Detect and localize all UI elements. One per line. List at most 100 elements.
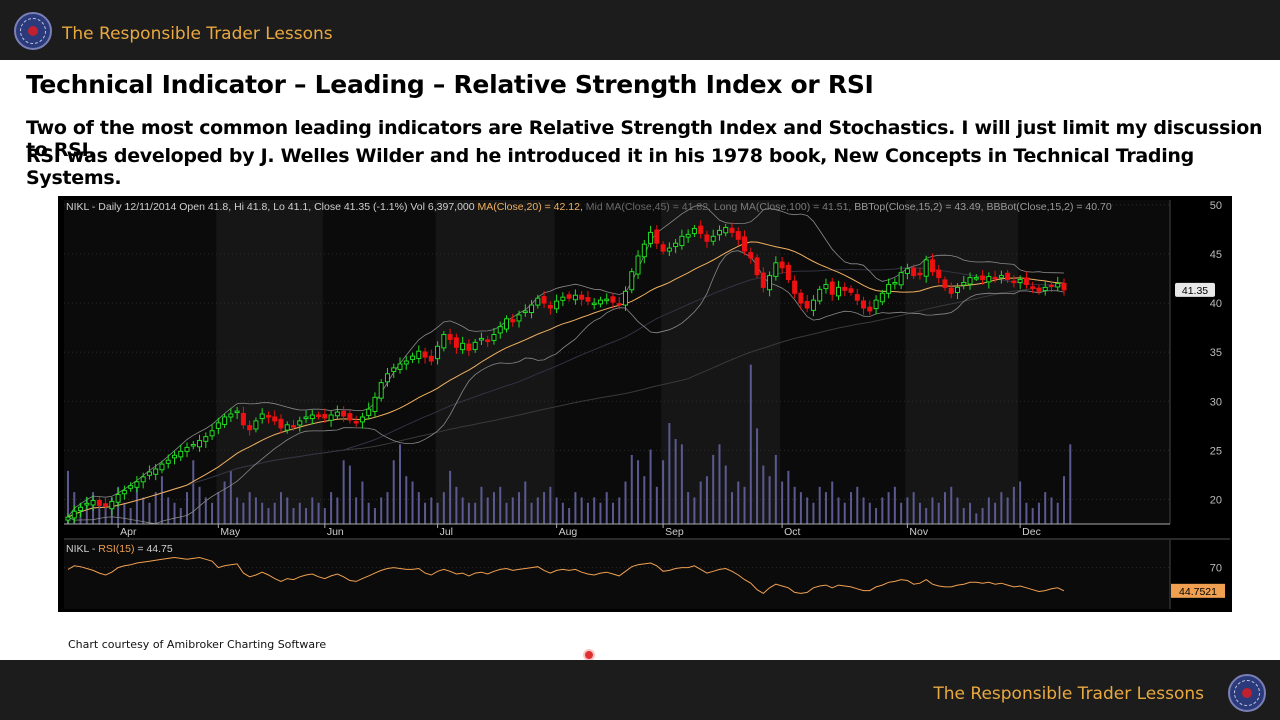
volume-bar bbox=[1031, 508, 1034, 524]
volume-bar bbox=[292, 508, 295, 524]
candle-up bbox=[767, 275, 773, 291]
volume-bar bbox=[887, 492, 890, 524]
volume-bar bbox=[1037, 502, 1040, 524]
volume-bar bbox=[881, 497, 884, 524]
price-header-part: BBTop(Close,15,2) = 43.49, bbox=[854, 201, 986, 213]
candle-up bbox=[165, 459, 171, 464]
volume-bar bbox=[561, 502, 564, 524]
candle-down bbox=[742, 236, 748, 252]
rsi-title: NIKL - RSI(15) = 44.75 bbox=[66, 543, 173, 555]
volume-bar bbox=[705, 476, 708, 524]
candle-down bbox=[654, 229, 660, 244]
volume-bar bbox=[279, 492, 282, 524]
volume-bar bbox=[524, 481, 527, 524]
candle-up bbox=[366, 408, 372, 416]
candle-up bbox=[303, 416, 309, 420]
volume-bar bbox=[655, 486, 658, 524]
volume-bar bbox=[417, 492, 420, 524]
candle-down bbox=[848, 288, 854, 293]
volume-bar bbox=[323, 508, 326, 524]
candle-up bbox=[597, 299, 603, 305]
candle-up bbox=[898, 272, 904, 286]
volume-bar bbox=[662, 460, 665, 524]
month-label: Jun bbox=[327, 526, 344, 538]
volume-bar bbox=[806, 497, 809, 524]
volume-bar bbox=[918, 502, 921, 524]
body-line-1: Two of the most common leading indicator… bbox=[26, 117, 1263, 161]
volume-bar bbox=[104, 508, 107, 524]
volume-bar bbox=[186, 492, 189, 524]
volume-bar bbox=[67, 470, 69, 524]
volume-bar bbox=[392, 460, 395, 524]
candle-down bbox=[748, 252, 754, 259]
volume-bar bbox=[1012, 486, 1015, 524]
volume-bar bbox=[893, 486, 896, 524]
candle-up bbox=[84, 502, 90, 506]
volume-bar bbox=[699, 481, 702, 524]
price-tick-label: 20 bbox=[1210, 494, 1222, 506]
candle-down bbox=[353, 420, 359, 424]
volume-bar bbox=[568, 508, 571, 524]
candle-up bbox=[328, 414, 334, 421]
candle-up bbox=[904, 268, 910, 274]
candle-down bbox=[96, 499, 102, 506]
volume-bar bbox=[912, 492, 915, 524]
price-header-part: Long MA(Close,100) = 41.51, bbox=[714, 201, 854, 213]
candle-down bbox=[291, 425, 297, 428]
candle-up bbox=[222, 416, 228, 425]
candle-up bbox=[190, 443, 196, 447]
volume-bar bbox=[543, 492, 546, 524]
candle-down bbox=[610, 296, 616, 303]
volume-bar bbox=[217, 492, 220, 524]
candle-up bbox=[1042, 286, 1048, 292]
candle-up bbox=[184, 446, 190, 452]
volume-bar bbox=[254, 497, 257, 524]
rsi-tick-label: 70 bbox=[1210, 563, 1222, 575]
volume-bar bbox=[555, 497, 558, 524]
candle-up bbox=[460, 342, 466, 351]
candle-up bbox=[923, 259, 929, 277]
candle-up bbox=[823, 283, 829, 290]
candle-down bbox=[911, 267, 917, 277]
month-label: Sep bbox=[665, 526, 684, 538]
mid-ma-line bbox=[67, 267, 1065, 518]
chart-svg: NIKL - Daily 12/11/2014 Open 41.8, Hi 41… bbox=[64, 200, 1230, 609]
volume-bar bbox=[781, 481, 784, 524]
candle-up bbox=[961, 281, 967, 286]
volume-bar bbox=[442, 492, 445, 524]
candle-down bbox=[510, 319, 516, 323]
volume-bar bbox=[906, 497, 909, 524]
volume-bar bbox=[900, 502, 903, 524]
volume-bar bbox=[411, 481, 414, 524]
volume-bar bbox=[505, 502, 508, 524]
volume-bar bbox=[236, 497, 239, 524]
candle-up bbox=[359, 416, 365, 423]
ma20-line bbox=[67, 241, 1065, 518]
volume-bar bbox=[530, 502, 533, 524]
candle-up bbox=[516, 314, 522, 322]
candle-up bbox=[635, 255, 641, 275]
volume-bar bbox=[1025, 502, 1028, 524]
candle-up bbox=[892, 281, 898, 285]
candle-up bbox=[873, 299, 879, 310]
volume-bar bbox=[981, 508, 984, 524]
volume-bar bbox=[831, 481, 834, 524]
candle-down bbox=[541, 296, 547, 304]
candle-down bbox=[792, 280, 798, 294]
volume-bar bbox=[449, 470, 452, 524]
candle-up bbox=[685, 233, 691, 238]
candle-down bbox=[485, 339, 491, 343]
candle-up bbox=[435, 345, 441, 360]
candle-down bbox=[829, 281, 835, 295]
volume-bar bbox=[399, 444, 401, 524]
amibroker-chart: NIKL - Daily 12/11/2014 Open 41.8, Hi 41… bbox=[58, 196, 1232, 612]
price-tick-label: 30 bbox=[1210, 396, 1222, 408]
volume-bar bbox=[756, 428, 759, 524]
candle-down bbox=[272, 416, 278, 422]
candle-down bbox=[579, 294, 585, 300]
volume-bar bbox=[135, 481, 138, 524]
candle-down bbox=[1023, 277, 1029, 285]
volume-bar bbox=[624, 481, 627, 524]
bb-bottom-line bbox=[67, 250, 1065, 525]
volume-bar bbox=[824, 492, 827, 524]
